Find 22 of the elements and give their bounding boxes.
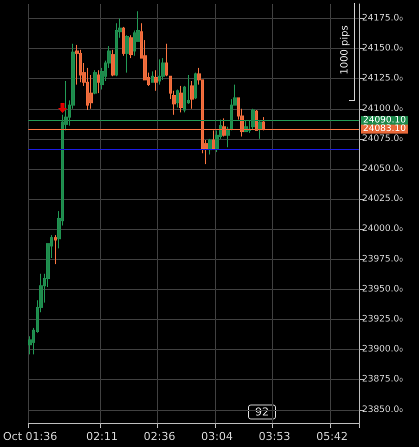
y-tick-label: 24100.0₀ (362, 104, 404, 114)
y-tick-label: 23850.0₀ (362, 404, 404, 415)
x-tick-label: Oct 01:36 (2, 430, 58, 443)
y-tick-label: 24125.0₀ (362, 74, 404, 84)
x-tick-label: 03:04 (201, 430, 233, 443)
y-tick-label: 23975.0₀ (362, 254, 404, 264)
y-tick-label: 23950.0₀ (362, 284, 404, 294)
y-tick-label: 24000.0₀ (362, 224, 404, 234)
x-tick-label: 02:36 (144, 430, 176, 443)
x-tick-label: 03:53 (258, 430, 290, 443)
y-tick-label: 23875.0₀ (362, 374, 404, 385)
y-tick-label: 24075.0₀ (362, 134, 404, 144)
y-tick-label: 24150.0₀ (362, 44, 404, 54)
x-tick-label: 02:11 (86, 430, 118, 443)
y-tick-label: 23925.0₀ (362, 314, 404, 324)
y-tick-label: 23900.0₀ (362, 344, 404, 355)
x-tick-label: 05:42 (316, 430, 348, 443)
y-tick-label: 24025.0₀ (362, 194, 404, 204)
y-tick-label: 24175.0₀ (362, 13, 404, 24)
annotation: 1000 pips (340, 25, 350, 75)
y-tick-label: 24050.0₀ (362, 164, 404, 174)
ref-line-label: 24083.10 (363, 124, 406, 134)
